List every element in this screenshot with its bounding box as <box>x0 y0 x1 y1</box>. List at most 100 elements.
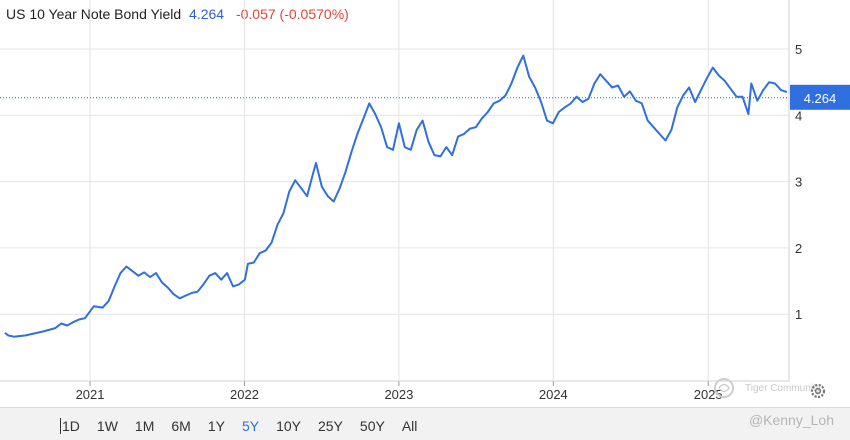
data-point <box>735 96 737 98</box>
data-point <box>113 285 115 287</box>
y-tick-label: 1 <box>795 307 802 322</box>
data-point <box>238 283 240 285</box>
data-point <box>641 102 643 104</box>
data-point <box>344 171 346 173</box>
current-yield-value: 4.264 <box>189 6 225 22</box>
data-point <box>652 126 654 128</box>
watermark-label: Tiger Community <box>745 383 821 394</box>
data-point <box>756 100 758 102</box>
current-value-tag-bg <box>790 84 850 110</box>
x-tick-label: 2022 <box>230 387 259 402</box>
data-point <box>658 133 660 135</box>
data-point <box>670 129 672 131</box>
data-point <box>593 82 595 84</box>
tiger-logo-icon <box>714 378 734 398</box>
data-point <box>421 119 423 121</box>
data-point <box>294 179 296 181</box>
data-point <box>664 139 666 141</box>
data-point <box>457 135 459 137</box>
data-point <box>226 272 228 274</box>
data-point <box>522 54 524 56</box>
range-tabs: 1D 1W 1M 6M 1Y 5Y 10Y 25Y 50Y All <box>60 418 434 434</box>
data-point <box>78 318 80 320</box>
current-value-tag-label: 4.264 <box>804 91 837 106</box>
data-point <box>276 224 278 226</box>
data-point <box>4 332 6 334</box>
data-point <box>706 77 708 79</box>
data-point <box>581 101 583 103</box>
data-point <box>333 200 335 202</box>
data-point <box>259 252 261 254</box>
data-point <box>143 271 145 273</box>
data-point <box>282 212 284 214</box>
data-point <box>747 113 749 115</box>
data-point <box>327 195 329 197</box>
range-tab-50y[interactable]: 50Y <box>359 418 385 434</box>
time-range-toolbar: 1D 1W 1M 6M 1Y 5Y 10Y 25Y 50Y All <box>0 407 850 440</box>
data-point <box>587 98 589 100</box>
data-point <box>451 154 453 156</box>
data-point <box>712 66 714 68</box>
data-point <box>724 80 726 82</box>
data-point <box>306 195 308 197</box>
data-point <box>90 309 92 311</box>
data-point <box>312 172 314 174</box>
data-point <box>350 151 352 153</box>
data-point <box>700 89 702 91</box>
data-point <box>629 90 631 92</box>
data-point <box>244 279 246 281</box>
data-point <box>13 336 15 338</box>
data-point <box>60 322 62 324</box>
data-point <box>54 327 56 329</box>
data-point <box>315 162 317 164</box>
data-point <box>232 285 234 287</box>
range-tab-5y[interactable]: 5Y <box>241 418 260 434</box>
data-point <box>605 80 607 82</box>
range-tab-1m[interactable]: 1M <box>134 418 155 434</box>
current-value-tag: 4.264 <box>790 84 850 110</box>
range-tab-all[interactable]: All <box>401 418 418 434</box>
data-point <box>516 66 518 68</box>
data-point <box>66 324 68 326</box>
data-point <box>321 186 323 188</box>
range-tab-25y[interactable]: 25Y <box>317 418 343 434</box>
data-point <box>410 149 412 151</box>
data-point <box>611 86 613 88</box>
data-point <box>475 126 477 128</box>
gear-icon[interactable] <box>808 381 828 401</box>
data-point <box>694 101 696 103</box>
data-point <box>617 84 619 86</box>
y-axis: 1 2 3 4 5 <box>788 0 802 381</box>
data-point <box>729 88 731 90</box>
data-point <box>534 86 536 88</box>
data-points <box>4 54 788 338</box>
range-tab-1w[interactable]: 1W <box>96 418 118 434</box>
tiger-watermark: Tiger Community <box>712 376 832 400</box>
data-point <box>416 129 418 131</box>
data-point <box>102 306 104 308</box>
data-point <box>682 94 684 96</box>
range-tab-6m[interactable]: 6M <box>171 418 191 434</box>
chart-header: US 10 Year Note Bond Yield 4.264 -0.057 … <box>6 6 349 22</box>
chart-title: US 10 Year Note Bond Yield <box>6 6 182 22</box>
data-point <box>398 122 400 124</box>
data-point <box>386 146 388 148</box>
data-point <box>540 101 542 103</box>
data-point <box>404 146 406 148</box>
data-point <box>72 321 74 323</box>
data-point <box>463 133 465 135</box>
data-point <box>469 127 471 129</box>
data-point <box>786 91 788 93</box>
range-tab-1d[interactable]: 1D <box>60 418 80 434</box>
data-point <box>131 270 133 272</box>
data-point <box>433 154 435 156</box>
range-tab-10y[interactable]: 10Y <box>276 418 301 434</box>
range-tab-1y[interactable]: 1Y <box>207 418 225 434</box>
data-point <box>93 305 95 307</box>
data-point <box>558 111 560 113</box>
data-point <box>504 94 506 96</box>
data-point <box>498 100 500 102</box>
data-point <box>546 119 548 121</box>
data-point <box>125 265 127 267</box>
